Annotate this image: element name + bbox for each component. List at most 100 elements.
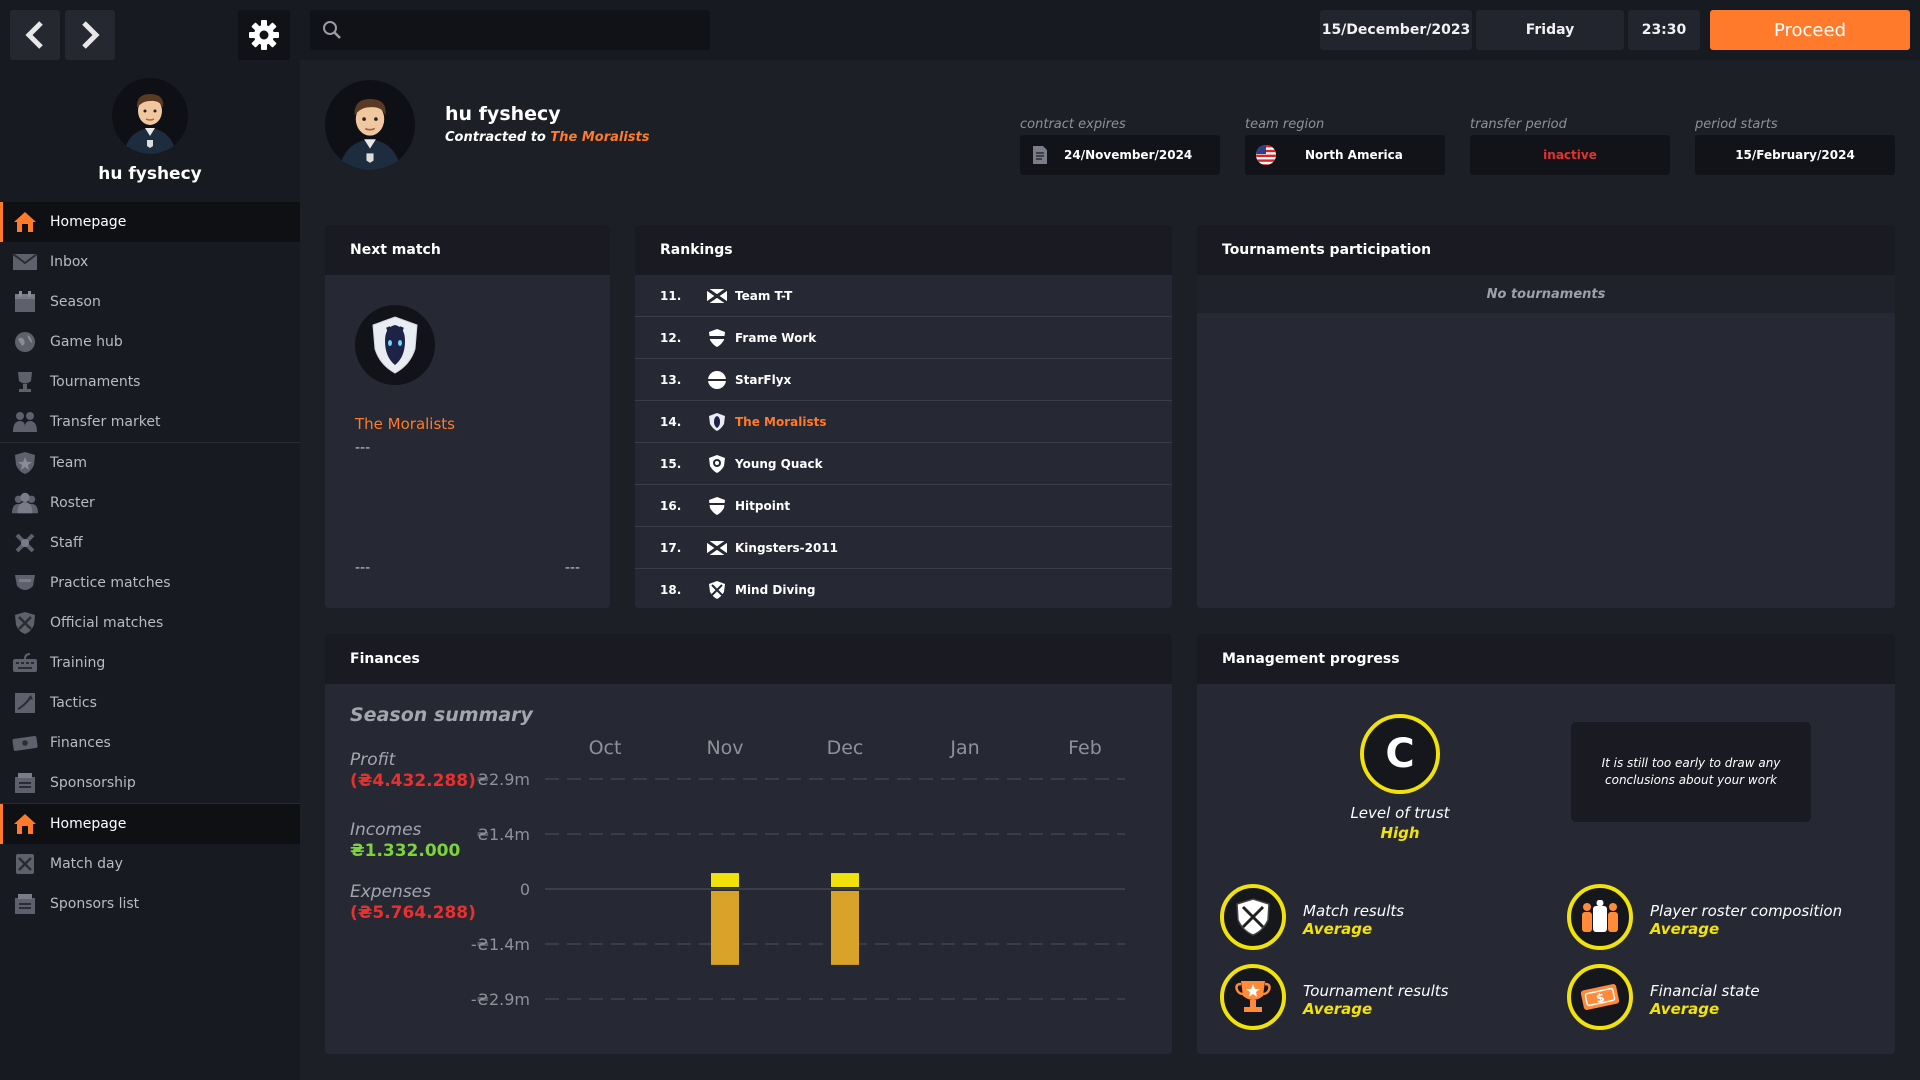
- ranking-row[interactable]: 12. Frame Work: [635, 317, 1172, 359]
- sidebar-item-label: Game hub: [50, 334, 123, 350]
- money-icon: $: [1567, 964, 1633, 1030]
- profile-name: hu fyshecy: [445, 103, 561, 125]
- income-bar: [711, 873, 739, 887]
- sidebar-item-label: Tournaments: [50, 374, 141, 390]
- sidebar-item-sponsorship[interactable]: Sponsorship: [0, 763, 300, 803]
- ranking-team-name: Team T-T: [735, 288, 793, 303]
- sidebar-item-sponsors-list[interactable]: Sponsors list: [0, 884, 300, 924]
- sidebar-divider: [0, 442, 300, 443]
- trust-level: High: [1380, 824, 1420, 842]
- progress-value: Average: [1650, 920, 1720, 938]
- ranking-position: 16.: [660, 498, 682, 513]
- rankings-title: Rankings: [635, 225, 1172, 275]
- ranking-row[interactable]: 17. Kingsters-2011: [635, 527, 1172, 569]
- contract-expires-label: contract expires: [1020, 117, 1126, 132]
- settings-button[interactable]: [238, 10, 290, 60]
- progress-title: Financial state: [1650, 982, 1760, 1000]
- sidebar-item-transfer-market[interactable]: Transfer market: [0, 402, 300, 442]
- keyboard-icon: [12, 651, 38, 675]
- sidebar-item-homepage-2[interactable]: Homepage: [0, 804, 300, 844]
- transfer-period-value: inactive: [1543, 148, 1597, 162]
- sidebar-item-label: Roster: [50, 495, 95, 511]
- search-bar[interactable]: [310, 10, 710, 50]
- ranking-row[interactable]: 13. StarFlyx: [635, 359, 1172, 401]
- star-shield-icon: [12, 451, 38, 475]
- team-region-value: North America: [1305, 148, 1403, 162]
- ranking-team-name: StarFlyx: [735, 372, 792, 387]
- sidebar-item-label: Sponsorship: [50, 775, 136, 791]
- sidebar-item-practice-matches[interactable]: Practice matches: [0, 563, 300, 603]
- tournaments-empty-text: No tournaments: [1197, 275, 1895, 313]
- proceed-button[interactable]: Proceed: [1710, 10, 1910, 50]
- ranking-team-name: Young Quack: [735, 456, 823, 471]
- contract-team-link[interactable]: The Moralists: [550, 130, 650, 145]
- sidebar-item-finances[interactable]: Finances: [0, 723, 300, 763]
- incomes-value: ₴1.332.000: [350, 841, 461, 861]
- team-region-box: North America: [1245, 135, 1445, 175]
- sidebar-item-game-hub[interactable]: Game hub: [0, 322, 300, 362]
- globe-icon: [12, 330, 38, 354]
- expense-bar: [831, 891, 859, 965]
- sidebar-item-training[interactable]: Training: [0, 643, 300, 683]
- sidebar-item-official-matches[interactable]: Official matches: [0, 603, 300, 643]
- trophy-icon: [12, 370, 38, 394]
- sidebar-item-team[interactable]: Team: [0, 443, 300, 483]
- progress-value: Average: [1650, 1000, 1720, 1018]
- ranking-row[interactable]: 15. Young Quack: [635, 443, 1172, 485]
- sidebar: hu fyshecy Homepage Inbox Season Game hu…: [0, 60, 300, 1080]
- period-starts-box: 15/February/2024: [1695, 135, 1895, 175]
- next-match-title: Next match: [325, 225, 610, 275]
- x-tick-label: Dec: [827, 737, 864, 759]
- contract-icon: [1033, 146, 1047, 164]
- profile-avatar: [325, 80, 415, 170]
- sidebar-item-label: Practice matches: [50, 575, 171, 591]
- progress-title: Player roster composition: [1650, 902, 1843, 920]
- cross-flag-icon: [707, 286, 727, 306]
- income-bar: [831, 873, 859, 887]
- y-tick-label: 0: [520, 880, 530, 899]
- transfer-period-label: transfer period: [1470, 117, 1567, 132]
- trust-label: Level of trust: [1350, 804, 1450, 822]
- ranking-row[interactable]: 16. Hitpoint: [635, 485, 1172, 527]
- profit-value: (₴4.432.288): [350, 771, 476, 791]
- sidebar-item-match-day[interactable]: Match day: [0, 844, 300, 884]
- next-match-panel: Next match The Moralists --- --- ---: [325, 225, 610, 608]
- sidebar-profile[interactable]: hu fyshecy: [0, 60, 300, 200]
- ranking-position: 13.: [660, 372, 682, 387]
- next-match-team[interactable]: The Moralists: [355, 415, 455, 433]
- sidebar-item-homepage[interactable]: Homepage: [0, 202, 300, 242]
- x-tick-label: Jan: [949, 737, 979, 759]
- contract-prefix: Contracted to: [445, 130, 546, 145]
- ranking-row-own-team[interactable]: 14. The Moralists: [635, 401, 1172, 443]
- finances-panel: Finances Season summary Profit (₴4.432.2…: [325, 634, 1172, 1054]
- sidebar-item-staff[interactable]: Staff: [0, 523, 300, 563]
- progress-value: Average: [1303, 920, 1373, 938]
- match-results-progress[interactable]: Match results Average: [1220, 884, 1550, 954]
- horse-shield-icon: [707, 412, 727, 432]
- sidebar-item-label: Sponsors list: [50, 896, 140, 912]
- sidebar-item-label: Tactics: [50, 695, 97, 711]
- current-day: Friday: [1476, 10, 1624, 50]
- forward-button[interactable]: [65, 10, 115, 60]
- next-match-opponent: ---: [355, 440, 371, 456]
- back-button[interactable]: [10, 10, 60, 60]
- ranking-position: 17.: [660, 540, 682, 555]
- ranking-position: 18.: [660, 583, 682, 597]
- x-tick-label: Oct: [589, 737, 622, 759]
- sidebar-item-tactics[interactable]: Tactics: [0, 683, 300, 723]
- next-match-tournament: ---: [564, 560, 580, 576]
- search-input[interactable]: [352, 21, 692, 39]
- sidebar-item-inbox[interactable]: Inbox: [0, 242, 300, 282]
- sidebar-item-roster[interactable]: Roster: [0, 483, 300, 523]
- financial-state-progress[interactable]: $ Financial state Average: [1567, 964, 1895, 1034]
- sidebar-item-label: Transfer market: [50, 414, 161, 430]
- roster-composition-progress[interactable]: Player roster composition Average: [1567, 884, 1895, 954]
- tournament-results-progress[interactable]: Tournament results Average: [1220, 964, 1550, 1034]
- ranking-row[interactable]: 11. Team T-T: [635, 275, 1172, 317]
- progress-title: Match results: [1303, 902, 1405, 920]
- horse-shield-icon[interactable]: [355, 305, 435, 385]
- sidebar-item-label: Inbox: [50, 254, 89, 270]
- ranking-row[interactable]: 18. Mind Diving: [635, 569, 1172, 608]
- sidebar-item-season[interactable]: Season: [0, 282, 300, 322]
- sidebar-item-tournaments[interactable]: Tournaments: [0, 362, 300, 402]
